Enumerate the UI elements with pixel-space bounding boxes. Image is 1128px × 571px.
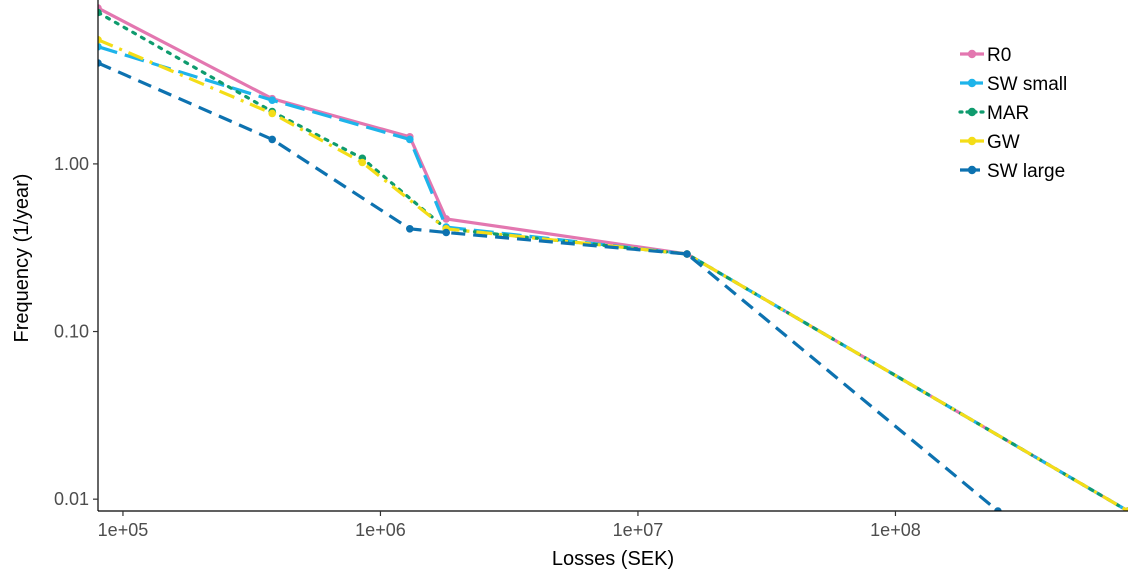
legend-item-r0: R0	[960, 45, 1011, 66]
legend-item-sw-small: SW small	[960, 74, 1067, 95]
data-point	[442, 215, 451, 223]
data-point	[268, 109, 277, 118]
series-sw-large	[98, 59, 1002, 511]
x-tick-label: 1e+05	[98, 520, 149, 540]
legend-label: SW small	[987, 74, 1067, 95]
data-point	[98, 8, 102, 17]
legend-key-point	[967, 107, 977, 117]
x-tick-label: 1e+08	[870, 520, 921, 540]
legend-label: SW large	[987, 161, 1065, 182]
y-tick-label: 1.00	[54, 154, 89, 174]
x-axis-title: Losses (SEK)	[552, 548, 674, 570]
data-point	[98, 59, 102, 67]
series-line-sw-large	[98, 61, 999, 511]
y-tick-label: 0.01	[54, 489, 89, 509]
legend-key-point	[967, 165, 977, 175]
x-tick-label: 1e+07	[613, 520, 664, 540]
data-point	[268, 96, 277, 104]
data-point	[406, 135, 414, 144]
data-point	[268, 135, 277, 144]
data-point	[683, 250, 691, 258]
legend-item-sw-large: SW large	[960, 161, 1065, 182]
legend: R0 SW small MAR GW SW large	[958, 45, 1067, 182]
legend-key-point	[967, 136, 977, 146]
data-point	[98, 42, 102, 51]
series-line-mar	[98, 10, 1128, 511]
series-layer	[98, 4, 1128, 511]
legend-label: GW	[987, 132, 1020, 153]
legend-item-gw: GW	[960, 132, 1020, 153]
legend-item-mar: MAR	[958, 103, 1029, 124]
series-gw	[98, 36, 1128, 511]
data-point	[358, 158, 367, 167]
data-point	[994, 507, 1002, 511]
data-point	[442, 228, 451, 237]
y-axis-title: Frequency (1/year)	[11, 174, 33, 343]
y-tick-label: 0.10	[54, 322, 89, 342]
x-ticks: 1e+05 1e+06 1e+07 1e+08	[98, 511, 921, 540]
legend-key-point	[967, 78, 977, 88]
x-tick-label: 1e+06	[355, 520, 406, 540]
legend-key-point	[967, 49, 977, 59]
y-ticks: 0.01 0.10 1.00	[54, 154, 98, 509]
data-point	[406, 225, 414, 233]
legend-label: R0	[987, 45, 1011, 66]
data-point	[98, 36, 102, 44]
series-line-sw-small	[98, 45, 1128, 511]
legend-label: MAR	[987, 103, 1029, 124]
series-line-gw	[98, 38, 1128, 511]
data-point	[1124, 507, 1128, 511]
